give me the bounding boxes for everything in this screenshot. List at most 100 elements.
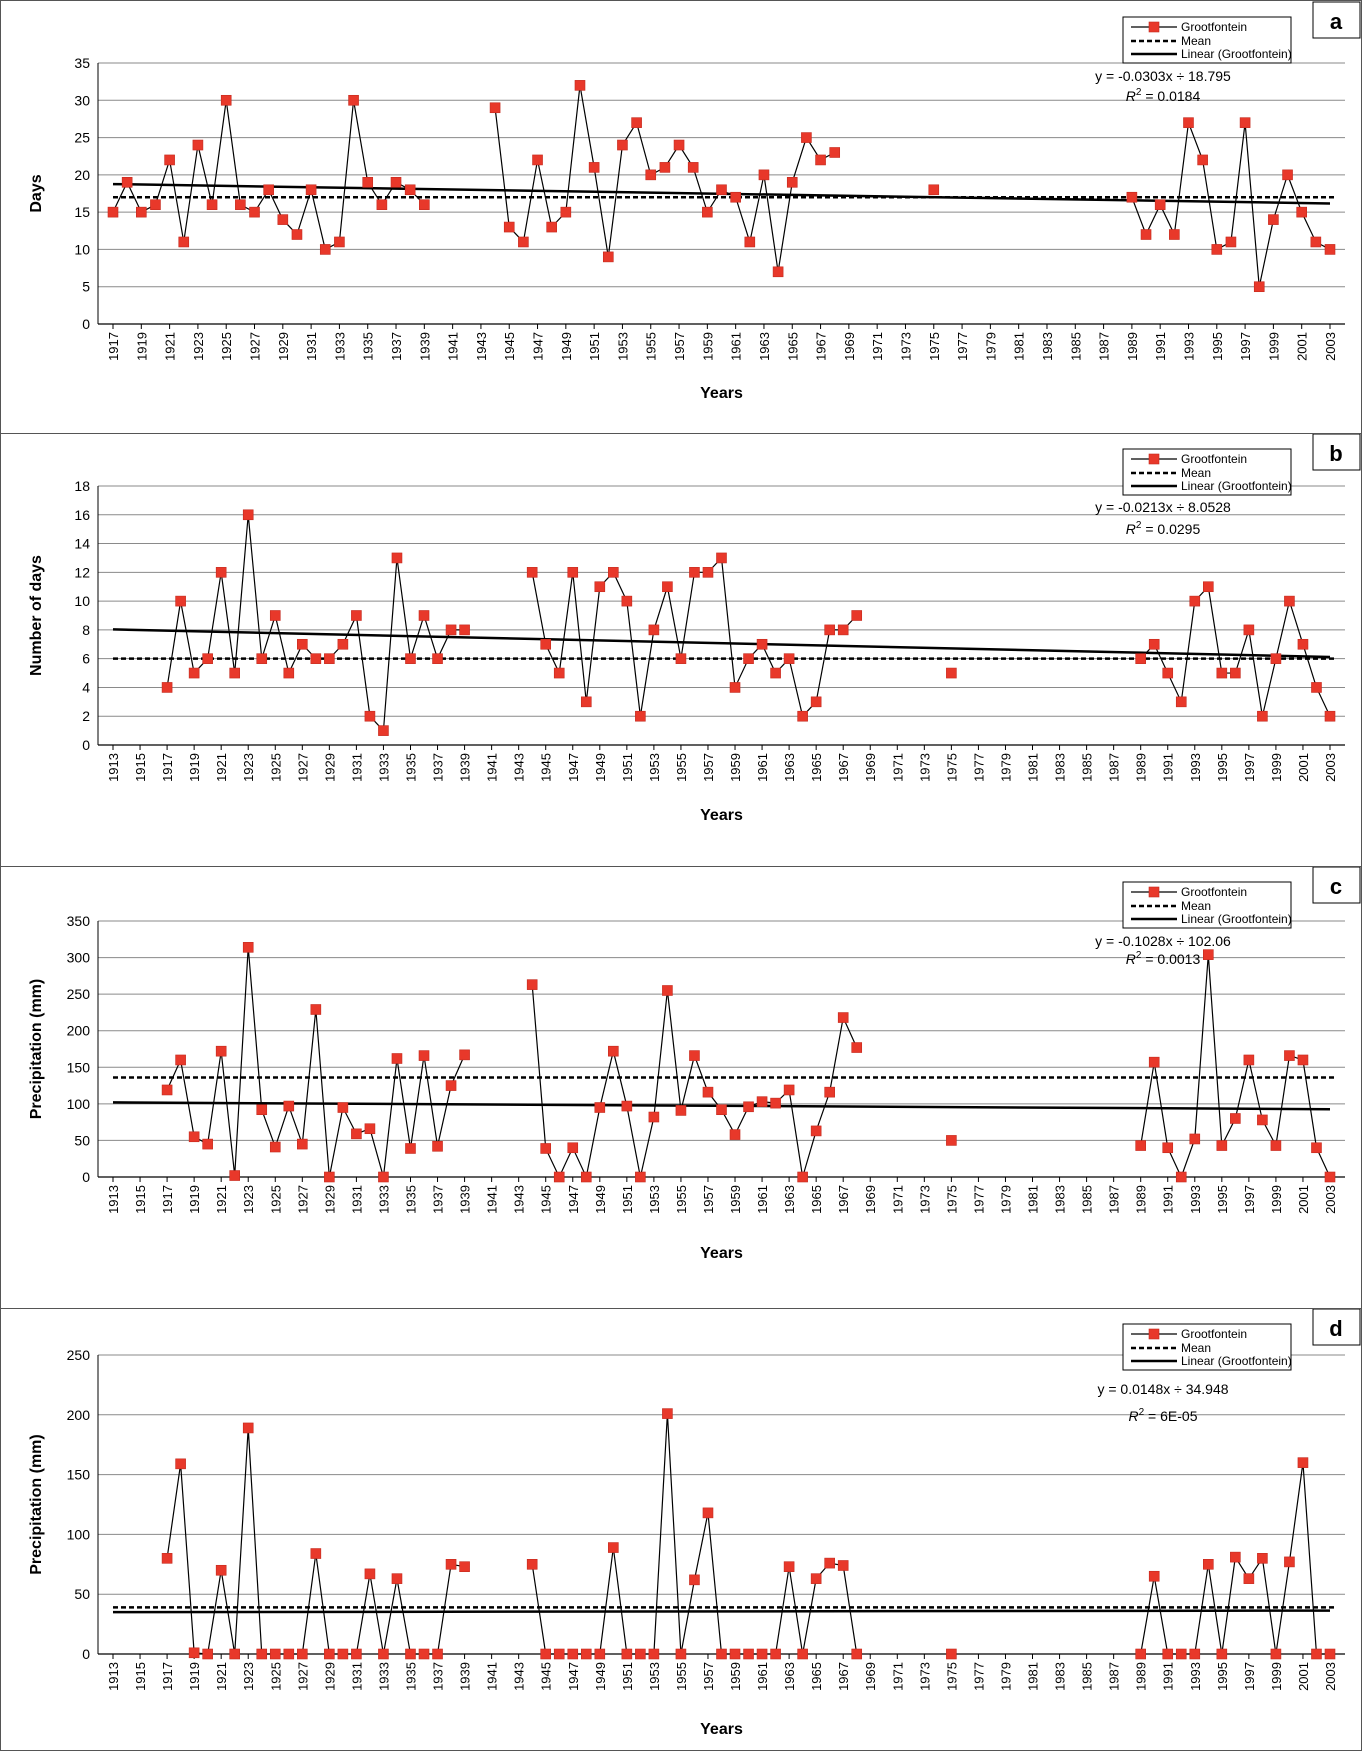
series-line — [531, 984, 858, 1179]
data-point — [797, 1648, 808, 1660]
x-tick-label: 1983 — [1053, 1662, 1068, 1691]
x-tick-label: 1993 — [1181, 332, 1196, 361]
data-point — [689, 567, 700, 578]
data-point — [702, 567, 714, 578]
data-point — [608, 567, 619, 578]
x-tick-label: 1973 — [917, 753, 932, 782]
data-point — [1135, 653, 1146, 664]
data-point — [540, 638, 552, 650]
data-point — [405, 653, 416, 664]
y-tick-label: 10 — [74, 241, 90, 257]
data-point — [1175, 696, 1187, 708]
data-point — [675, 653, 687, 664]
data-point — [689, 1050, 700, 1061]
data-point — [617, 139, 628, 151]
x-tick-label: 1979 — [983, 332, 998, 361]
data-point — [1324, 1648, 1336, 1660]
data-point — [337, 1102, 349, 1113]
data-point — [206, 199, 218, 210]
x-tick-label: 1987 — [1107, 1185, 1122, 1214]
x-tick-label: 1925 — [268, 753, 283, 782]
y-tick-label: 10 — [74, 593, 90, 609]
x-tick-label: 1983 — [1053, 1185, 1068, 1214]
data-point — [364, 1123, 376, 1135]
x-tick-label: 2001 — [1296, 753, 1311, 782]
data-point — [175, 1458, 186, 1470]
x-tick-label: 1985 — [1068, 332, 1083, 361]
data-point — [1230, 1551, 1241, 1563]
y-tick-label: 0 — [82, 737, 90, 753]
data-point — [1175, 1648, 1187, 1660]
x-tick-label: 1929 — [322, 1185, 337, 1214]
data-point — [810, 696, 822, 708]
data-point — [445, 1080, 457, 1091]
data-point — [215, 567, 227, 578]
x-tick-label: 1927 — [295, 753, 310, 782]
x-tick-label: 2003 — [1323, 1185, 1338, 1214]
data-point — [1189, 595, 1201, 607]
data-point — [1183, 117, 1194, 128]
x-tick-label: 1939 — [417, 332, 432, 361]
x-tick-label: 1985 — [1080, 1185, 1095, 1214]
x-tick-label: 1919 — [134, 332, 149, 361]
x-tick-label: 1987 — [1097, 332, 1112, 361]
r-squared-symbol: R — [1126, 521, 1136, 537]
x-tick-label: 1923 — [191, 332, 206, 361]
x-tick-label: 1967 — [836, 753, 851, 782]
panel-b: 0 2 4 6 8 10 12 14 16 18 1913 1915 1917 1919 1921 1923 1… — [0, 433, 1362, 867]
y-tick-label: 25 — [74, 130, 90, 146]
data-point — [635, 1648, 646, 1660]
data-point — [783, 1561, 795, 1572]
data-point — [1154, 199, 1166, 210]
trend-equation: y = -0.0303x ÷ 18.795 — [1095, 68, 1231, 84]
x-tick-label: 1987 — [1107, 1662, 1122, 1691]
x-tick-label: 1927 — [248, 332, 263, 361]
y-tick-label: 35 — [74, 55, 90, 71]
data-point — [716, 184, 727, 196]
data-point — [1311, 682, 1322, 693]
x-tick-label: 1959 — [700, 332, 715, 361]
x-tick-label: 1975 — [927, 332, 942, 361]
data-point — [1140, 229, 1152, 240]
data-point — [553, 667, 565, 679]
x-tick-label: 1981 — [1026, 1185, 1041, 1214]
x-tick-label: 1955 — [674, 1185, 689, 1214]
r-squared-exponent: 2 — [1136, 520, 1142, 531]
x-tick-label: 1993 — [1188, 1185, 1203, 1214]
data-point — [175, 1054, 186, 1066]
x-tick-label: 1943 — [474, 332, 489, 361]
data-point — [567, 567, 579, 578]
data-point — [1148, 1056, 1160, 1068]
y-tick-label: 18 — [74, 478, 90, 494]
data-point — [1310, 236, 1322, 248]
x-tick-label: 1983 — [1053, 753, 1068, 782]
x-tick-label: 1957 — [701, 1662, 716, 1691]
data-point — [1243, 624, 1255, 636]
y-tick-label: 20 — [74, 167, 90, 183]
data-point — [1189, 1133, 1201, 1145]
data-point — [364, 710, 376, 722]
data-point — [946, 667, 957, 679]
data-point — [1324, 710, 1336, 722]
data-point — [1270, 1648, 1282, 1660]
data-point — [202, 1648, 213, 1660]
x-tick-label: 1917 — [160, 1185, 175, 1214]
data-point — [770, 667, 781, 679]
x-tick-label: 1923 — [241, 753, 256, 782]
data-point — [136, 206, 147, 218]
data-point — [1148, 638, 1160, 650]
data-point — [277, 214, 289, 225]
data-point — [1268, 214, 1279, 225]
data-point — [1257, 1114, 1268, 1126]
data-point — [202, 653, 213, 664]
data-point — [743, 653, 754, 664]
data-point — [249, 206, 260, 218]
data-point — [1297, 1054, 1309, 1066]
data-point — [801, 132, 812, 143]
x-tick-label: 1929 — [322, 1662, 337, 1691]
x-tick-label: 1947 — [566, 1662, 581, 1691]
x-tick-label: 1925 — [268, 1185, 283, 1214]
data-point — [729, 682, 741, 693]
y-tick-label: 150 — [67, 1467, 91, 1483]
x-tick-label: 1961 — [755, 753, 770, 782]
